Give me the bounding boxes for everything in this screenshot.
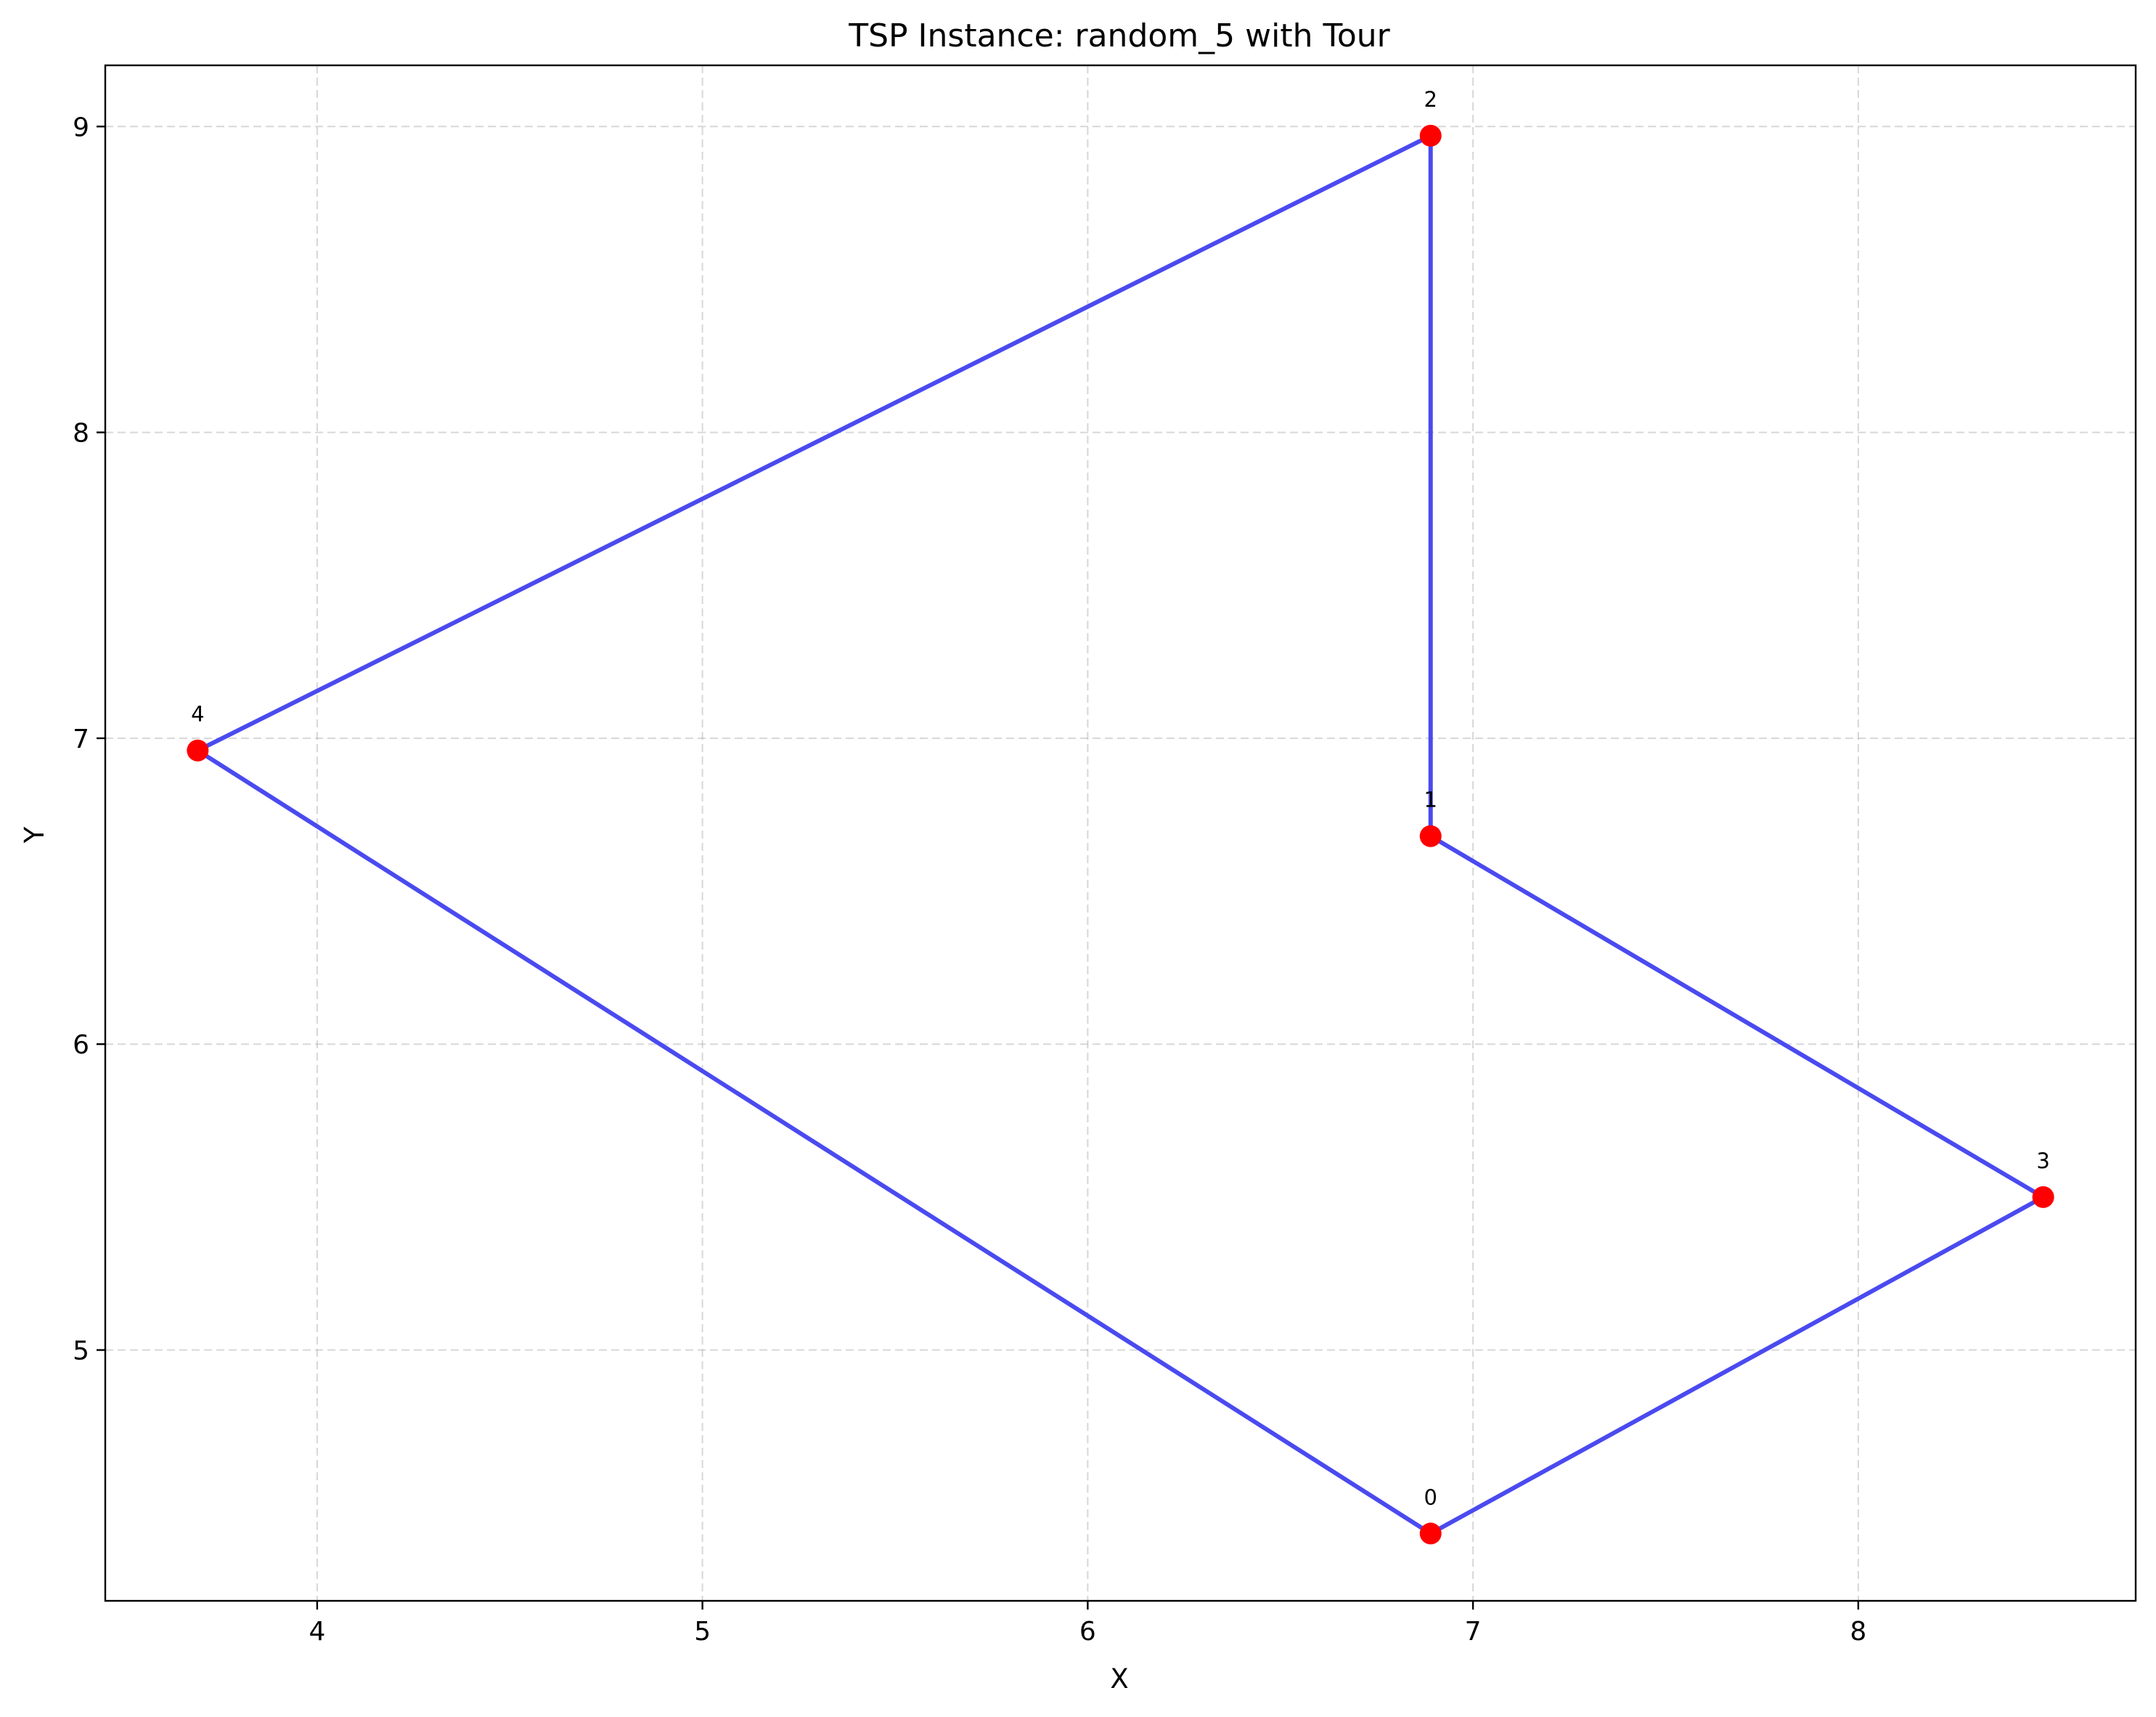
tour-path	[195, 133, 2046, 1536]
city-node	[1419, 825, 1442, 847]
plot-frame	[104, 64, 2137, 1602]
city-nodes: 0 1 2 3 4	[187, 87, 2054, 1545]
grid-lines	[105, 65, 2136, 1601]
y-tick-label: 6	[73, 1030, 89, 1060]
y-axis-label: Y	[19, 826, 50, 844]
chart-title: TSP Instance: random_5 with Tour	[848, 17, 1390, 54]
axis-ticks: 4 5 6 7 8 5 6 7 8 9	[73, 113, 1866, 1647]
city-node	[2032, 1186, 2054, 1208]
city-node-label: 4	[191, 702, 204, 727]
x-tick-label: 4	[309, 1617, 325, 1647]
tour-line	[195, 133, 2046, 1536]
city-node-label: 0	[1424, 1485, 1437, 1509]
x-axis-label: X	[1110, 1663, 1128, 1694]
city-node-label: 3	[2036, 1149, 2049, 1173]
y-tick-label: 7	[73, 725, 89, 754]
x-tick-label: 8	[1850, 1617, 1866, 1647]
y-tick-label: 9	[73, 113, 89, 142]
y-tick-label: 8	[73, 419, 89, 449]
y-tick-label: 5	[73, 1337, 89, 1366]
city-node-label: 2	[1424, 87, 1437, 112]
x-tick-label: 5	[694, 1617, 711, 1647]
x-tick-label: 7	[1465, 1617, 1482, 1647]
city-node-label: 1	[1424, 788, 1437, 812]
x-tick-label: 6	[1079, 1617, 1096, 1647]
city-node	[1419, 1522, 1442, 1545]
city-node	[1419, 124, 1442, 147]
city-node	[187, 739, 209, 762]
